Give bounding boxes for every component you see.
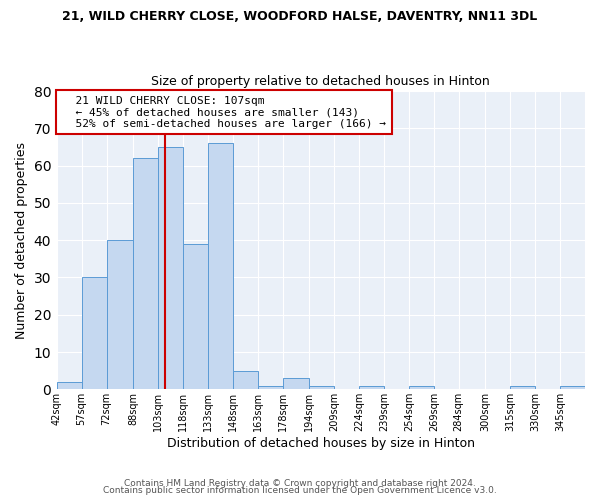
Bar	[283, 378, 309, 390]
X-axis label: Distribution of detached houses by size in Hinton: Distribution of detached houses by size …	[167, 437, 475, 450]
Y-axis label: Number of detached properties: Number of detached properties	[15, 142, 28, 338]
Bar	[208, 143, 233, 390]
Text: 21, WILD CHERRY CLOSE, WOODFORD HALSE, DAVENTRY, NN11 3DL: 21, WILD CHERRY CLOSE, WOODFORD HALSE, D…	[62, 10, 538, 23]
Text: Contains HM Land Registry data © Crown copyright and database right 2024.: Contains HM Land Registry data © Crown c…	[124, 478, 476, 488]
Bar	[183, 244, 208, 390]
Text: 21 WILD CHERRY CLOSE: 107sqm
  ← 45% of detached houses are smaller (143)
  52% : 21 WILD CHERRY CLOSE: 107sqm ← 45% of de…	[62, 96, 386, 128]
Bar	[409, 386, 434, 390]
Bar	[107, 240, 133, 390]
Bar	[258, 386, 283, 390]
Bar	[158, 147, 183, 390]
Bar	[560, 386, 585, 390]
Bar	[57, 382, 82, 390]
Bar	[82, 278, 107, 390]
Bar	[133, 158, 158, 390]
Bar	[510, 386, 535, 390]
Bar	[359, 386, 384, 390]
Text: Contains public sector information licensed under the Open Government Licence v3: Contains public sector information licen…	[103, 486, 497, 495]
Bar	[309, 386, 334, 390]
Title: Size of property relative to detached houses in Hinton: Size of property relative to detached ho…	[151, 76, 490, 88]
Bar	[233, 370, 258, 390]
